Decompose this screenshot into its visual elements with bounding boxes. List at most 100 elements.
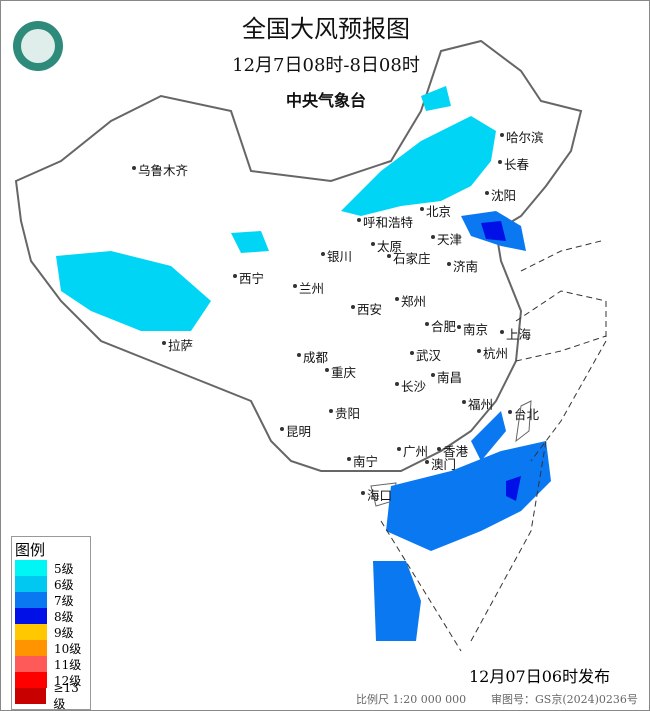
legend-label: 10级 (54, 641, 82, 656)
city-marker (162, 341, 166, 345)
city-marker (280, 427, 284, 431)
legend-swatch (15, 656, 47, 672)
legend-swatch (15, 576, 47, 592)
legend-title: 图例 (15, 541, 46, 559)
taiwan-outline (515, 400, 532, 443)
legend-item: 8级 (12, 608, 90, 624)
city-marker (457, 325, 461, 329)
city-label: 呼和浩特 (363, 215, 414, 230)
wind-area-8-south-china-sea (506, 476, 521, 501)
legend-label: 11级 (54, 657, 82, 672)
cma-logo (13, 21, 63, 71)
city-label: 台北 (514, 407, 540, 422)
city-label: 杭州 (483, 346, 509, 361)
city-marker (387, 254, 391, 258)
legend-label: 9级 (54, 625, 74, 640)
city-marker (425, 322, 429, 326)
legend-item: 6级 (12, 576, 90, 592)
city-marker (397, 447, 401, 451)
city-label: 海口 (367, 488, 393, 503)
city-label: 南京 (463, 322, 489, 337)
city-label: 兰州 (299, 281, 325, 296)
city-label: 长沙 (401, 379, 427, 394)
city-marker (132, 166, 136, 170)
city-marker (500, 330, 504, 334)
city-marker (361, 491, 365, 495)
city-marker (437, 447, 441, 451)
city-marker (431, 373, 435, 377)
city-marker (357, 218, 361, 222)
city-marker (395, 382, 399, 386)
city-label: 香港 (443, 444, 469, 459)
city-label: 太原 (377, 239, 403, 254)
city-label: 上海 (506, 327, 532, 342)
legend-item: 10级 (12, 640, 90, 656)
city-label: 郑州 (401, 294, 427, 309)
city-marker (371, 242, 375, 246)
city-label: 石家庄 (393, 251, 431, 266)
wind-area-6-qinghai (231, 231, 269, 253)
legend-swatch (15, 624, 47, 640)
city-label: 乌鲁木齐 (138, 163, 189, 178)
legend-swatch (15, 688, 47, 704)
city-label: 拉萨 (168, 338, 194, 353)
legend-swatch (15, 560, 47, 576)
city-label: 福州 (468, 397, 494, 412)
city-label: 合肥 (431, 319, 457, 334)
sea-area-dashed-lines (380, 240, 607, 652)
city-marker (498, 160, 502, 164)
legend-item: 5级 (12, 560, 90, 576)
map-scale: 比例尺 1:20 000 000 (356, 693, 467, 706)
city-label: 重庆 (331, 365, 357, 380)
legend-label: 5级 (54, 561, 74, 576)
map-review-number: 审图号：GS京(2024)0236号 (491, 693, 638, 706)
city-marker (477, 349, 481, 353)
city-label: 沈阳 (491, 188, 517, 203)
legend-item: 12级 (12, 672, 90, 688)
legend: 图例 5级 6级 7级 8级 9级 10级 11级 12级 ≥13级 (11, 536, 91, 710)
wind-area-7-taiwan-strait (471, 411, 506, 461)
city-label: 长春 (504, 157, 530, 172)
city-label: 哈尔滨 (506, 130, 544, 145)
city-marker (395, 297, 399, 301)
city-marker (508, 410, 512, 414)
city-label: 天津 (437, 232, 463, 247)
city-marker (410, 351, 414, 355)
city-label: 贵阳 (335, 406, 361, 421)
city-label: 济南 (453, 259, 479, 274)
wind-area-8-bohai (481, 221, 506, 241)
city-marker (485, 191, 489, 195)
city-marker (329, 409, 333, 413)
legend-item: 9级 (12, 624, 90, 640)
city-label: 银川 (327, 249, 353, 264)
city-label: 西宁 (239, 271, 265, 286)
city-marker (420, 207, 424, 211)
legend-label: ≥13级 (53, 680, 79, 711)
wind-areas (56, 86, 551, 641)
legend-swatch (15, 672, 47, 688)
map-title: 全国大风预报图 (242, 15, 410, 43)
city-label: 澳门 (431, 457, 457, 472)
legend-swatch (15, 640, 47, 656)
city-label: 昆明 (286, 424, 312, 439)
city-marker (425, 460, 429, 464)
city-label: 西安 (357, 302, 383, 317)
city-label: 武汉 (416, 348, 442, 363)
city-marker (321, 252, 325, 256)
wind-area-7-south-sea (373, 561, 421, 641)
city-label: 成都 (303, 350, 329, 365)
wind-area-6-north (341, 116, 496, 216)
legend-label: 6级 (54, 577, 74, 592)
city-marker (347, 457, 351, 461)
city-marker (351, 305, 355, 309)
legend-label: 7级 (54, 593, 74, 608)
city-marker (297, 353, 301, 357)
city-marker (447, 262, 451, 266)
city-label: 南宁 (353, 454, 379, 469)
legend-item: ≥13级 (12, 681, 90, 710)
issuer: 中央气象台 (285, 91, 366, 110)
legend-swatch (15, 608, 47, 624)
legend-label: 8级 (54, 609, 74, 624)
legend-item: 7级 (12, 592, 90, 608)
